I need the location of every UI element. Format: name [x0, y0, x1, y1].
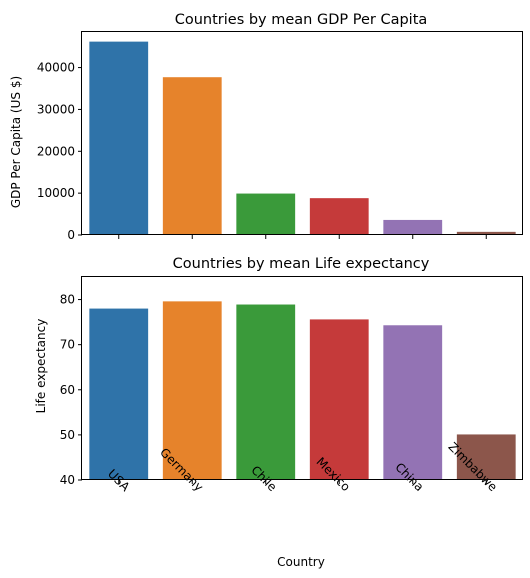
life-chart-y-label: Life expectancy: [34, 319, 48, 414]
life-chart-x-label: Country: [277, 555, 325, 569]
gdp-bar-china: [383, 219, 443, 235]
gdp-chart: Countries by mean GDP Per Capita GDP Per…: [9, 12, 523, 242]
life-y-tick-label: 80: [60, 293, 75, 307]
gdp-y-tick-label: 40000: [37, 61, 75, 75]
life-chart: Countries by mean Life expectancy Life e…: [34, 256, 523, 569]
life-bar-mexico: [309, 319, 369, 480]
life-chart-title: Countries by mean Life expectancy: [173, 256, 430, 272]
life-bar-china: [383, 325, 443, 480]
life-bar-zimbabwe: [456, 434, 516, 480]
gdp-y-tick-label: 0: [67, 228, 75, 242]
gdp-x-ticks: [118, 235, 487, 239]
life-y-tick-label: 60: [60, 383, 75, 397]
life-y-tick-label: 70: [60, 338, 75, 352]
life-bars: [89, 301, 516, 480]
life-bar-usa: [89, 308, 149, 480]
gdp-bars: [89, 41, 516, 236]
life-plot-frame: [81, 276, 523, 480]
gdp-bar-germany: [162, 77, 222, 235]
gdp-y-tick-label: 10000: [37, 186, 75, 200]
gdp-plot-frame: [81, 31, 523, 235]
gdp-bar-chile: [236, 193, 296, 235]
gdp-chart-title: Countries by mean GDP Per Capita: [175, 12, 428, 28]
life-bar-germany: [162, 301, 222, 480]
gdp-bar-zimbabwe: [456, 231, 516, 235]
gdp-bar-usa: [89, 41, 149, 236]
gdp-y-tick-label: 20000: [37, 144, 75, 158]
gdp-chart-y-label: GDP Per Capita (US $): [9, 76, 23, 208]
gdp-y-ticks: 0 10000 20000 30000 40000: [37, 61, 82, 242]
gdp-y-tick-label: 30000: [37, 102, 75, 116]
life-y-tick-label: 40: [60, 473, 75, 487]
life-y-tick-label: 50: [60, 428, 75, 442]
life-bar-chile: [236, 304, 296, 480]
gdp-bar-mexico: [309, 198, 369, 235]
life-y-ticks: 40 50 60 70 80: [60, 293, 82, 487]
